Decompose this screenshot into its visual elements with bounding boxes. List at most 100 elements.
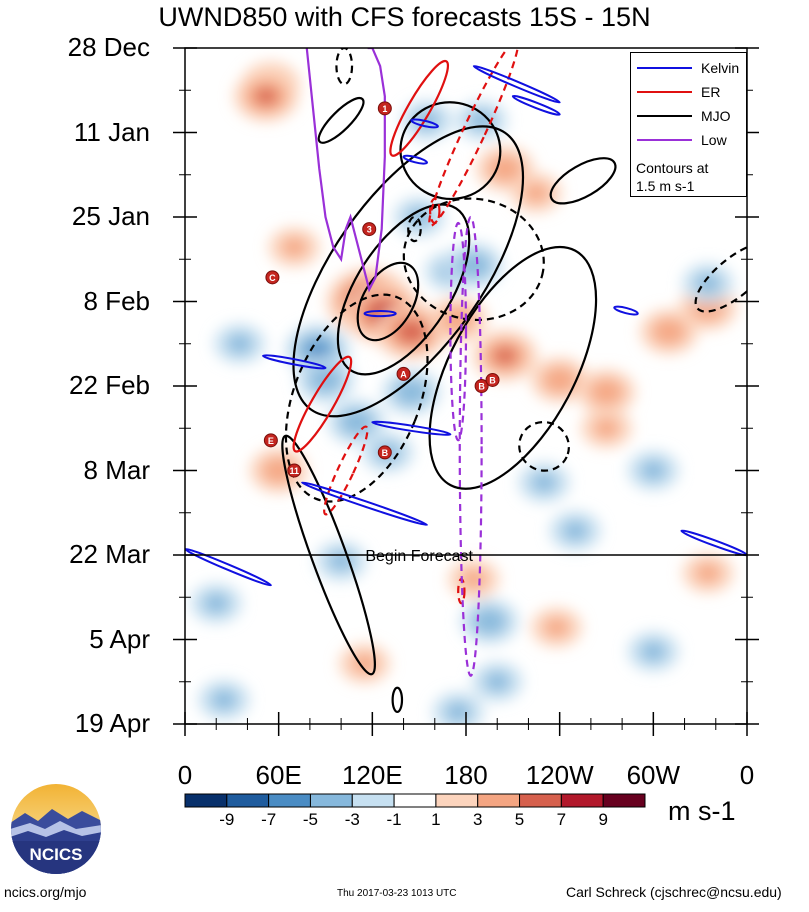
- colorbar-swatch: [393, 793, 437, 808]
- chart-title: UWND850 with CFS forecasts 15S - 15N: [158, 2, 651, 32]
- tropical-storm-marker: E: [263, 433, 278, 448]
- anomaly-blob: [640, 460, 667, 481]
- colorbar-swatch: [268, 793, 311, 808]
- contour-mjo-negative: [284, 293, 429, 503]
- colorbar-swatch: [184, 793, 228, 808]
- y-tick-label: 5 Apr: [89, 623, 150, 654]
- anomaly-blob: [445, 701, 472, 723]
- anomaly-blob: [393, 378, 429, 406]
- contour-mjo-positive: [428, 245, 598, 490]
- tropical-storm-marker: B: [485, 372, 500, 387]
- colorbar-tick-label: -9: [219, 810, 235, 829]
- storm-symbol: [396, 366, 411, 381]
- x-tick-label: 180: [444, 760, 488, 790]
- footer-author: Carl Schreck (cjschrec@ncsu.edu): [566, 884, 782, 900]
- contour-low-positive: [305, 48, 386, 293]
- contour-er-negative: [428, 197, 441, 225]
- anomaly-blob: [542, 366, 578, 394]
- tropical-storm-marker: B: [474, 379, 489, 393]
- anomaly-blob: [203, 593, 230, 614]
- contour-mjo-positive: [356, 261, 420, 342]
- ncics-logo: NCICS: [10, 783, 102, 875]
- colorbar-swatch: [519, 793, 562, 808]
- legend-item-kelvin: Kelvin: [631, 57, 748, 79]
- contour-mjo-positive: [391, 686, 404, 714]
- anomaly-blob: [456, 251, 492, 280]
- legend-label-low: Low: [701, 132, 727, 148]
- contour-mjo-negative: [335, 48, 354, 86]
- tropical-storm-marker: A: [396, 366, 411, 381]
- storm-label: E: [268, 436, 274, 446]
- contour-low-negative: [449, 221, 468, 442]
- contour-mjo-positive: [399, 101, 502, 201]
- anomaly-blob: [640, 641, 667, 662]
- tropical-storm-marker: C: [265, 270, 280, 285]
- y-tick-label: 25 Jan: [71, 201, 150, 231]
- anomaly-blob: [494, 347, 516, 365]
- forecast-start-label: Begin Forecast: [365, 548, 473, 565]
- legend-note-line1: Contours at: [636, 160, 709, 176]
- contour-mjo-negative: [407, 215, 422, 243]
- storm-symbol: [377, 101, 392, 116]
- legend-label-mjo: MJO: [701, 108, 731, 124]
- legend-label-kelvin: Kelvin: [701, 60, 740, 76]
- footer-timestamp: Thu 2017-03-23 1013 UTC: [337, 888, 457, 899]
- contour-mjo-positive: [336, 203, 471, 376]
- contour-kelvin: [613, 305, 639, 316]
- legend-note-line2: 1.5 m s-1: [636, 178, 695, 194]
- x-tick-label: 0: [177, 760, 193, 790]
- colorbar-tick-label: -3: [344, 810, 360, 829]
- contour-kelvin: [363, 309, 397, 318]
- colorbar-swatch: [226, 793, 270, 808]
- contour-kelvin: [185, 547, 272, 587]
- storm-symbol: [377, 445, 392, 460]
- colorbar-tick-label: 5: [514, 810, 525, 829]
- storm-label: B: [489, 375, 496, 385]
- contour-mjo-negative: [402, 197, 545, 322]
- colorbar-tick-label: 7: [556, 810, 567, 829]
- anomaly-blob: [468, 110, 495, 131]
- y-tick-label: 22 Mar: [69, 539, 150, 569]
- anomaly-blob: [226, 333, 253, 354]
- anomaly-blob: [531, 472, 558, 493]
- anomaly-blob: [487, 154, 523, 183]
- storm-label: 3: [367, 225, 372, 235]
- contour-mjo-positive: [549, 157, 617, 205]
- contour-kelvin: [472, 64, 561, 104]
- anomaly-field: [190, 61, 738, 724]
- contour-kelvin: [402, 154, 428, 165]
- anomaly-blob: [211, 689, 237, 710]
- y-tick-label: 19 Apr: [74, 708, 150, 738]
- contour-kelvin: [301, 481, 428, 526]
- storm-symbol: [474, 379, 489, 393]
- legend-item-low: Low: [631, 129, 748, 151]
- colorbar-tick-label: -5: [302, 810, 319, 829]
- colorbar-units: m s-1: [668, 796, 736, 826]
- anomaly-blob: [523, 182, 550, 203]
- colorbar-tick-label: -1: [386, 810, 402, 829]
- anomaly-blob: [351, 653, 378, 674]
- y-tick-label: 11 Jan: [73, 116, 150, 147]
- colorbar-swatch: [560, 793, 604, 808]
- legend-item-er: ER: [631, 81, 748, 103]
- contour-er-negative: [323, 425, 369, 516]
- tropical-storm-marker: 3: [362, 222, 377, 237]
- legend-note: Contours at 1.5 m s-1: [636, 159, 708, 195]
- ncics-logo-graphic: NCICS: [11, 784, 101, 874]
- contour-kelvin: [262, 354, 327, 370]
- contour-low-negative: [458, 215, 483, 677]
- y-tick-label: 8 Mar: [83, 454, 150, 485]
- anomaly-blob: [484, 671, 511, 692]
- contour-mjo-negative: [518, 420, 570, 472]
- storm-symbol: [287, 463, 302, 478]
- footer-url: ncics.org/mjo: [4, 884, 87, 900]
- storm-symbol: [265, 270, 280, 285]
- storm-label: B: [478, 382, 485, 392]
- contour-kelvin: [410, 118, 439, 129]
- colorbar-swatch: [309, 793, 353, 808]
- colorbar-tick-label: 9: [598, 810, 608, 829]
- anomaly-blob: [588, 378, 625, 406]
- storm-symbol: [362, 222, 377, 237]
- ncics-logo-text: NCICS: [30, 845, 83, 864]
- x-tick-label: 120W: [525, 760, 594, 790]
